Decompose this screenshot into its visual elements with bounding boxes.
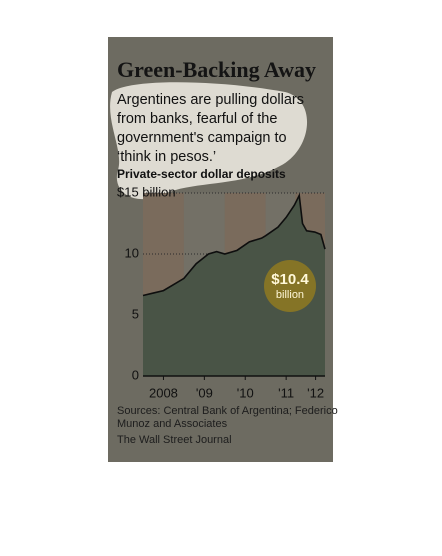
x-tick-label: '10 (237, 385, 254, 400)
source-line: Munoz and Associates (117, 418, 228, 430)
chart-title: Green-Backing Away (117, 57, 316, 82)
y-tick-label: $15 billion (117, 184, 176, 199)
subtitle-line: government's campaign to (117, 130, 287, 146)
x-tick-label: 2008 (149, 385, 178, 400)
subtitle-line: Argentines are pulling dollars (117, 92, 304, 108)
y-tick-label: 5 (132, 306, 139, 321)
credit: The Wall Street Journal (117, 434, 232, 446)
x-tick-label: '09 (196, 385, 213, 400)
annotation-value: $10.4 (271, 271, 309, 288)
subtitle-line: from banks, fearful of the (117, 111, 277, 127)
y-tick-label: 10 (125, 245, 139, 260)
x-tick-label: '12 (307, 385, 324, 400)
axis-title: Private-sector dollar deposits (117, 167, 286, 181)
area (143, 195, 325, 376)
annotation-circle (264, 260, 316, 312)
annotation-unit: billion (276, 289, 304, 301)
y-tick-label: 0 (132, 367, 139, 382)
source-line: Sources: Central Bank of Argentina; Fede… (117, 405, 338, 417)
x-tick-label: '11 (278, 385, 294, 400)
highlight-blob (110, 82, 308, 200)
line (142, 192, 326, 297)
subtitle-line: ‘think in pesos.’ (117, 149, 216, 165)
